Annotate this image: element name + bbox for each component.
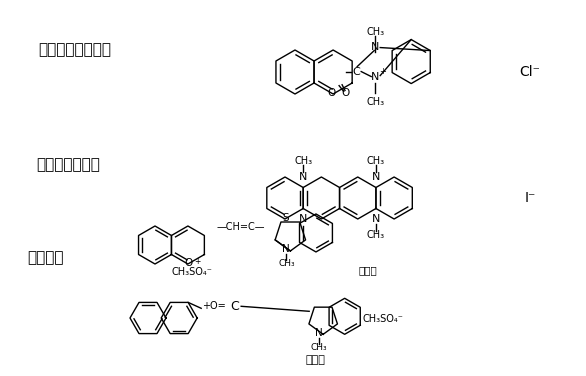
Text: N: N [371, 71, 379, 82]
Text: N: N [299, 214, 308, 224]
Text: C: C [230, 300, 239, 313]
Text: 香豆素阳离子染料: 香豆素阳离子染料 [39, 42, 111, 58]
Text: CH₃: CH₃ [294, 156, 312, 166]
Text: N: N [371, 42, 379, 52]
Text: O: O [342, 88, 350, 99]
Text: O: O [327, 88, 335, 98]
Text: 亚光素: 亚光素 [305, 355, 325, 365]
Text: CH₃SO₄⁻: CH₃SO₄⁻ [172, 267, 213, 277]
Text: CH₃SO₄⁻: CH₃SO₄⁻ [363, 314, 404, 324]
Text: +: + [194, 257, 200, 266]
Text: CH₃: CH₃ [311, 343, 327, 352]
Text: 茛啶阳离子染料: 茛啶阳离子染料 [36, 158, 100, 173]
Text: N: N [372, 214, 380, 224]
Text: O: O [185, 258, 193, 268]
Text: 金黄色: 金黄色 [359, 265, 377, 275]
Text: N: N [315, 327, 322, 338]
Text: CH₃: CH₃ [366, 97, 384, 106]
Text: CH₃: CH₃ [366, 27, 384, 36]
Text: —CH=C—: —CH=C— [216, 222, 265, 232]
Text: +: + [379, 67, 386, 76]
Text: N: N [372, 172, 380, 182]
Text: C: C [352, 67, 360, 77]
Text: S: S [282, 213, 289, 223]
Text: I⁻: I⁻ [524, 191, 536, 205]
Text: Cl⁻: Cl⁻ [520, 65, 540, 79]
Text: CH₃: CH₃ [278, 259, 295, 268]
Text: +O=: +O= [202, 301, 226, 311]
Text: N: N [282, 244, 290, 253]
Text: CH₃: CH₃ [367, 230, 385, 240]
Text: CH₃: CH₃ [367, 156, 385, 166]
Text: N: N [299, 172, 308, 182]
Text: 氧鎓染料: 氧鎓染料 [27, 250, 63, 265]
